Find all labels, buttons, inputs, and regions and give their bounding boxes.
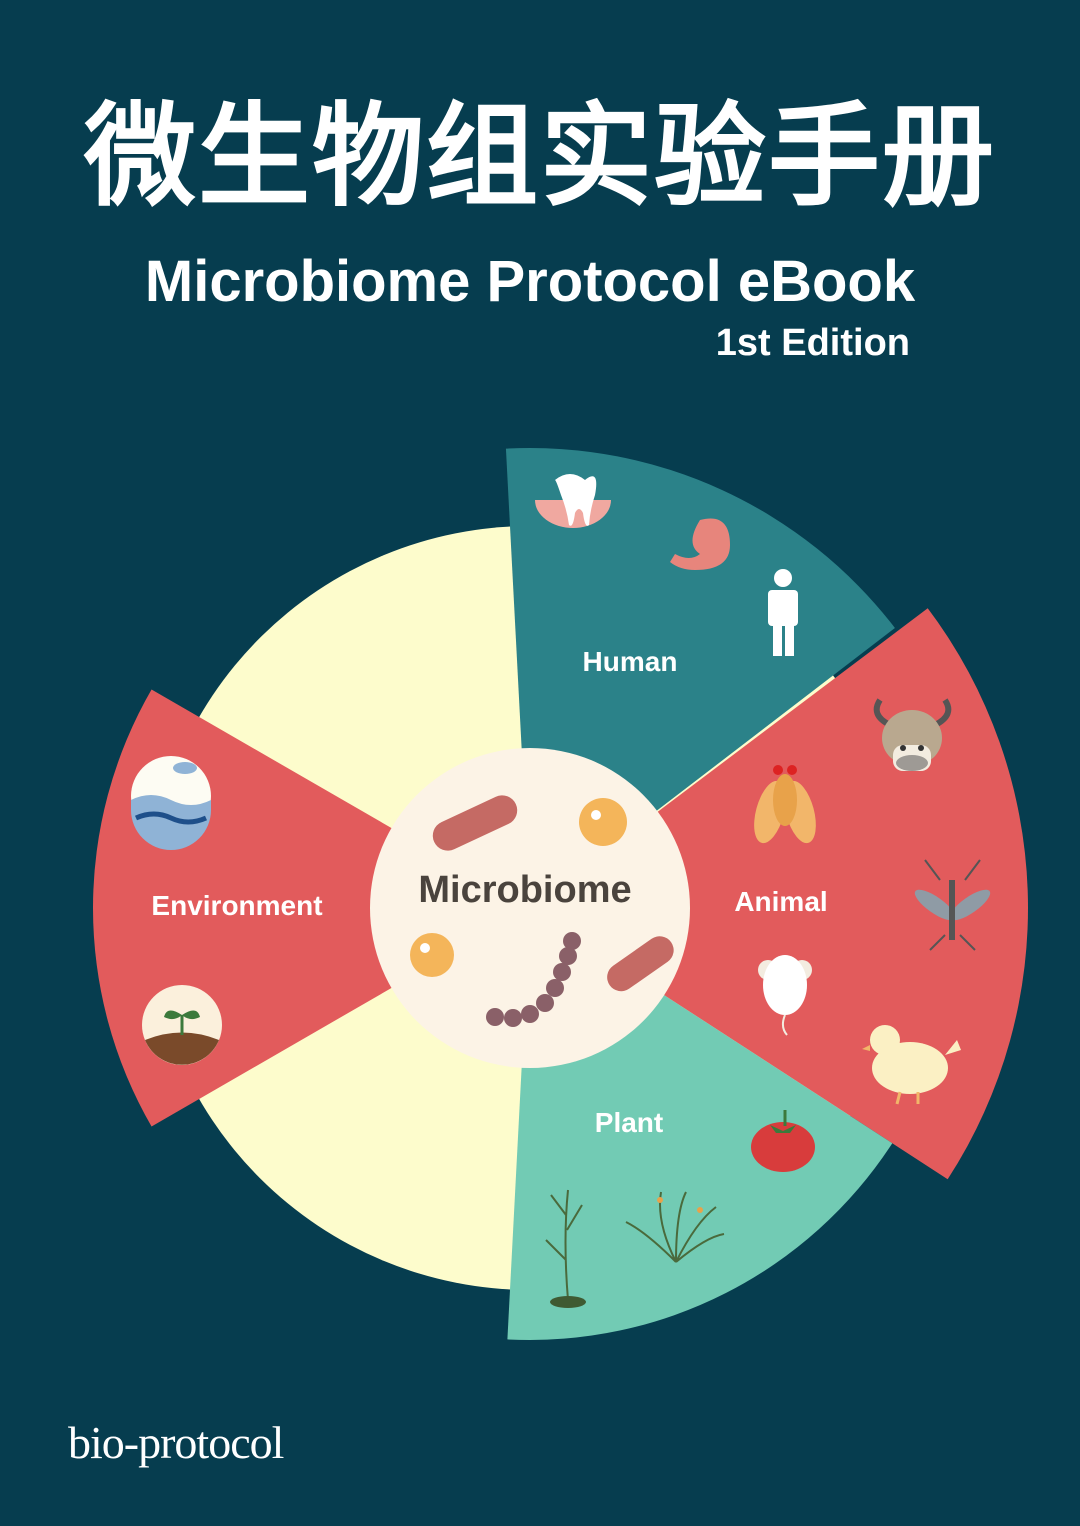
edition-label: 1st Edition [715, 322, 910, 364]
person-icon [768, 569, 798, 656]
sector-label-plant: Plant [595, 1107, 663, 1138]
fruit-fly-icon [754, 765, 816, 844]
coccus-bacterium-icon [579, 798, 627, 846]
publisher-logo: bio-protocol [68, 1417, 284, 1468]
center-label: Microbiome [418, 869, 631, 911]
mosquito-icon [914, 859, 991, 951]
streptococcus-chain-icon [486, 932, 581, 1027]
stomach-icon [670, 518, 730, 570]
mouse-icon [758, 955, 812, 1036]
rod-bacterium-icon [607, 936, 674, 992]
chicken-icon [862, 1021, 961, 1105]
tooth-icon [535, 474, 611, 528]
rod-bacterium-icon [432, 795, 518, 851]
yak-icon [873, 698, 952, 771]
sector-label-environment: Environment [151, 890, 322, 921]
arabidopsis-icon [545, 1189, 586, 1308]
sector-label-animal: Animal [734, 886, 827, 917]
title-english: Microbiome Protocol eBook [144, 249, 916, 314]
title-chinese: 微生物组实验手册 [84, 92, 996, 222]
coccus-bacterium-icon [410, 933, 454, 977]
tomato-icon [751, 1110, 815, 1172]
grass-icon [625, 1191, 725, 1263]
seedling-soil-icon [142, 985, 222, 1065]
sector-label-human: Human [583, 646, 678, 677]
ocean-icon [131, 756, 211, 850]
